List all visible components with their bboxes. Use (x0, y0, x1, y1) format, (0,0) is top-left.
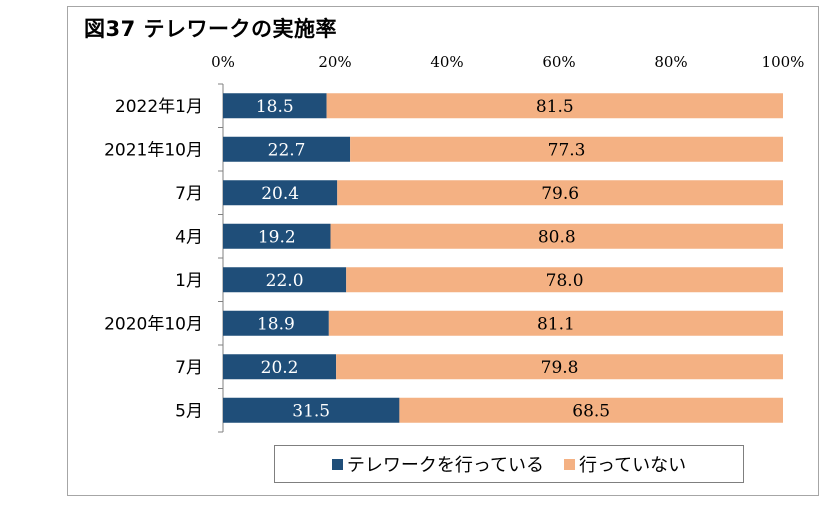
data-label-teleworking: 22.0 (266, 271, 304, 291)
category-label: 2020年10月 (104, 314, 203, 334)
bar-segment-teleworking (223, 267, 347, 293)
data-label-not-teleworking: 79.8 (541, 358, 579, 378)
bar-segment-teleworking (223, 354, 337, 380)
category-label: 2021年10月 (104, 140, 203, 160)
x-tick-label: 40% (430, 53, 463, 71)
x-tick-label: 0% (211, 53, 235, 71)
data-label-teleworking: 18.5 (256, 97, 294, 117)
data-label-teleworking: 19.2 (258, 227, 296, 247)
bar-segment-not-teleworking (336, 354, 783, 380)
data-label-not-teleworking: 78.0 (546, 271, 584, 291)
x-tick-label: 60% (542, 53, 575, 71)
bar-segment-not-teleworking (346, 267, 783, 293)
data-label-not-teleworking: 81.5 (536, 97, 574, 117)
bar-segment-not-teleworking (328, 310, 783, 336)
data-label-not-teleworking: 79.6 (541, 184, 579, 204)
x-tick-label: 100% (762, 53, 805, 71)
legend-item-teleworking: テレワークを行っている (331, 451, 544, 477)
legend-label-teleworking: テレワークを行っている (346, 455, 544, 476)
category-label: 5月 (175, 401, 203, 421)
bar-segment-not-teleworking (330, 223, 783, 249)
data-label-teleworking: 22.7 (268, 140, 306, 160)
data-label-not-teleworking: 77.3 (548, 140, 586, 160)
category-label: 4月 (175, 227, 203, 247)
data-label-teleworking: 20.4 (261, 184, 299, 204)
legend-label-not-teleworking: 行っていない (579, 455, 687, 476)
data-label-teleworking: 31.5 (292, 401, 330, 421)
x-tick-label: 80% (654, 53, 687, 71)
x-tick-label: 20% (318, 53, 351, 71)
data-label-teleworking: 20.2 (261, 358, 299, 378)
bar-segment-not-teleworking (350, 136, 783, 162)
bar-segment-teleworking (223, 180, 338, 206)
bar-segment-teleworking (223, 136, 351, 162)
legend: テレワークを行っている 行っていない (274, 445, 744, 483)
data-label-not-teleworking: 80.8 (538, 227, 576, 247)
legend-swatch-not-teleworking (564, 458, 575, 470)
chart-title: 図37 テレワークの実施率 (84, 17, 338, 41)
category-label: 1月 (175, 271, 203, 291)
legend-item-not-teleworking: 行っていない (564, 451, 686, 477)
bar-segment-teleworking (223, 223, 331, 249)
category-label: 7月 (175, 358, 203, 378)
bar-segment-teleworking (223, 93, 327, 119)
bar-segment-teleworking (223, 397, 400, 423)
data-label-teleworking: 18.9 (257, 314, 295, 334)
bar-segment-not-teleworking (337, 180, 783, 206)
legend-swatch-teleworking (331, 458, 343, 470)
bar-segment-teleworking (223, 310, 329, 336)
bar-segment-not-teleworking (399, 397, 783, 423)
data-label-not-teleworking: 68.5 (572, 401, 610, 421)
category-label: 2022年1月 (115, 97, 203, 117)
category-label: 7月 (175, 184, 203, 204)
bar-segment-not-teleworking (326, 93, 783, 119)
data-label-not-teleworking: 81.1 (537, 314, 575, 334)
